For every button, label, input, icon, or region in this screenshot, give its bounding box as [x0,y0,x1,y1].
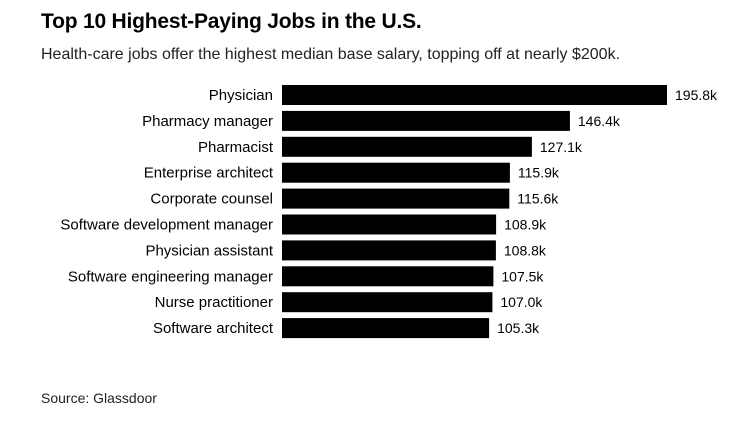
bar-software-development-manager [282,214,497,235]
bar-software-engineering-manager [282,266,494,287]
bar-nurse-practitioner [282,292,493,313]
chart-title: Top 10 Highest-Paying Jobs in the U.S. [41,10,422,33]
bar-software-architect [282,318,490,339]
bar-pharmacy-manager [282,110,570,131]
value-label: 107.0k [500,294,543,310]
category-label: Physician assistant [145,242,273,259]
bar-physician-assistant [282,240,496,261]
category-label: Pharmacist [198,139,274,156]
category-label: Physician [209,87,273,104]
bar-corporate-counsel [282,188,510,209]
category-label: Corporate counsel [150,191,273,208]
value-label: 108.9k [504,217,547,233]
category-label: Software architect [153,320,274,337]
value-label: 146.4k [578,113,621,129]
bar-chart: Physician 195.8k Pharmacy manager 146.4k Pha… [60,85,718,339]
value-label: 108.8k [504,242,547,258]
category-label: Software development manager [60,217,273,234]
category-label: Software engineering manager [68,268,273,285]
category-label: Pharmacy manager [142,113,273,130]
category-label: Enterprise architect [144,165,274,182]
bar-physician [282,85,667,105]
chart-subtitle: Health-care jobs offer the highest media… [41,46,621,63]
category-label: Nurse practitioner [155,294,273,311]
value-label: 195.8k [675,87,718,103]
value-label: 115.9k [518,165,560,181]
value-label: 107.5k [501,268,544,284]
bar-pharmacist [282,136,532,157]
value-label: 105.3k [497,320,540,336]
bar-enterprise-architect [282,162,510,183]
source-note: Source: Glassdoor [41,390,157,406]
value-label: 115.6k [517,191,559,207]
value-label: 127.1k [540,139,583,155]
